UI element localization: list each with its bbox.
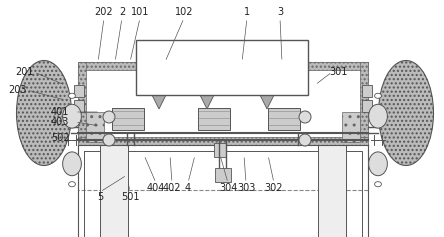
Text: 502: 502 bbox=[51, 133, 69, 143]
Ellipse shape bbox=[63, 152, 81, 176]
Bar bbox=[342, 112, 360, 142]
Text: 5: 5 bbox=[97, 192, 103, 202]
Ellipse shape bbox=[375, 93, 381, 98]
Text: 304: 304 bbox=[219, 183, 237, 193]
Bar bbox=[78, 62, 368, 70]
Circle shape bbox=[299, 111, 311, 123]
Bar bbox=[318, 145, 346, 237]
Ellipse shape bbox=[16, 60, 71, 165]
Polygon shape bbox=[152, 95, 166, 109]
Bar bbox=[215, 168, 231, 182]
Ellipse shape bbox=[369, 152, 387, 176]
Bar bbox=[86, 70, 360, 137]
Text: 202: 202 bbox=[95, 7, 113, 17]
Text: 4: 4 bbox=[185, 183, 191, 193]
Text: 302: 302 bbox=[265, 183, 283, 193]
Bar bbox=[78, 62, 86, 137]
Text: 303: 303 bbox=[237, 183, 255, 193]
Text: 402: 402 bbox=[163, 183, 181, 193]
Circle shape bbox=[103, 134, 115, 146]
Ellipse shape bbox=[369, 104, 387, 128]
Text: 203: 203 bbox=[8, 85, 26, 95]
Text: 201: 201 bbox=[15, 67, 33, 77]
Bar bbox=[268, 108, 300, 130]
Text: 102: 102 bbox=[175, 7, 193, 17]
Text: 404: 404 bbox=[147, 183, 165, 193]
Bar bbox=[112, 108, 144, 130]
Text: 501: 501 bbox=[121, 192, 139, 202]
Bar bbox=[84, 151, 362, 237]
Text: 1: 1 bbox=[244, 7, 250, 17]
Text: 2: 2 bbox=[119, 7, 125, 17]
Circle shape bbox=[299, 134, 311, 146]
Text: 403: 403 bbox=[51, 117, 69, 127]
Ellipse shape bbox=[63, 104, 81, 128]
Bar bbox=[100, 145, 128, 237]
Bar bbox=[78, 62, 368, 190]
Ellipse shape bbox=[69, 93, 75, 98]
Polygon shape bbox=[260, 95, 274, 109]
Bar bbox=[74, 85, 84, 97]
Ellipse shape bbox=[69, 182, 75, 187]
Ellipse shape bbox=[375, 182, 381, 187]
Bar bbox=[360, 62, 368, 137]
Ellipse shape bbox=[378, 60, 433, 165]
Bar bbox=[74, 100, 84, 112]
Bar bbox=[136, 40, 308, 95]
Bar bbox=[362, 85, 372, 97]
Text: 3: 3 bbox=[277, 7, 283, 17]
Polygon shape bbox=[200, 95, 214, 109]
Circle shape bbox=[103, 111, 115, 123]
Bar bbox=[78, 137, 368, 145]
Bar bbox=[86, 112, 104, 142]
Text: 101: 101 bbox=[131, 7, 149, 17]
Text: 401: 401 bbox=[51, 107, 69, 117]
Bar bbox=[198, 108, 230, 130]
Text: 301: 301 bbox=[329, 67, 347, 77]
Bar bbox=[214, 143, 226, 157]
Bar bbox=[362, 100, 372, 112]
